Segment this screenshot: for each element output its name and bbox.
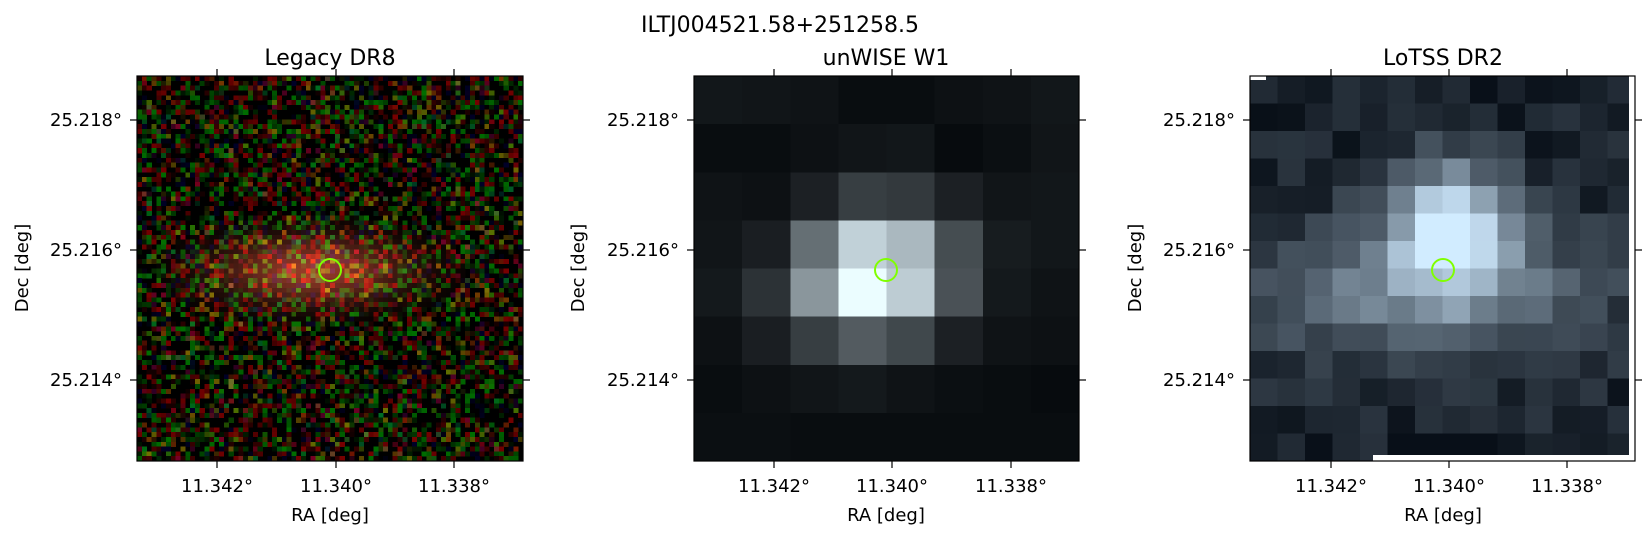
source-marker-circle (1431, 258, 1455, 282)
ytick-label: 25.216° (1163, 240, 1235, 261)
ytick-label: 25.216° (607, 240, 679, 261)
image-area (1250, 76, 1636, 462)
image-area (137, 76, 524, 462)
xtick-label: 11.338° (418, 476, 490, 497)
ytick-label: 25.218° (607, 110, 679, 131)
panel-title: LoTSS DR2 (1383, 46, 1503, 71)
xtick-label: 11.338° (975, 476, 1047, 497)
ytick-label: 25.214° (1163, 370, 1235, 391)
y-axis-label: Dec [deg] (12, 224, 33, 313)
x-axis-label: RA [deg] (1404, 505, 1482, 526)
xtick-label: 11.340° (300, 476, 372, 497)
ytick-label: 25.214° (607, 370, 679, 391)
x-axis-label: RA [deg] (847, 505, 925, 526)
panel-lotss-dr2: LoTSS DR2 25.218° 25.216° 25.214° 11.342… (1125, 46, 1642, 526)
ytick-label: 25.218° (50, 110, 122, 131)
xtick-label: 11.340° (856, 476, 928, 497)
image-area (694, 76, 1080, 462)
ticks (1243, 69, 1642, 468)
panel-title: Legacy DR8 (264, 46, 395, 71)
ytick-label: 25.218° (1163, 110, 1235, 131)
panel-unwise-w1: unWISE W1 25.218° 25.216° 25.214° 11.342… (568, 46, 1086, 526)
panel-title: unWISE W1 (823, 46, 950, 71)
x-axis-label: RA [deg] (291, 505, 369, 526)
y-axis-label: Dec [deg] (1125, 224, 1146, 313)
ticks (130, 69, 530, 468)
figure-title: ILTJ004521.58+251258.5 (641, 13, 919, 38)
axes-frame (136, 75, 524, 462)
xtick-label: 11.340° (1413, 476, 1485, 497)
source-marker-circle (318, 258, 342, 282)
ticks (687, 69, 1086, 468)
xtick-label: 11.338° (1531, 476, 1603, 497)
axes-frame (1249, 75, 1636, 462)
xtick-label: 11.342° (181, 476, 253, 497)
panel-legacy-dr8: Legacy DR8 25.218° 25.216° 25.214° 11.34… (12, 46, 530, 526)
ytick-label: 25.216° (50, 240, 122, 261)
xtick-label: 11.342° (1295, 476, 1367, 497)
y-axis-label: Dec [deg] (568, 224, 589, 313)
source-marker-circle (874, 258, 898, 282)
axes-frame (693, 75, 1080, 462)
ytick-label: 25.214° (50, 370, 122, 391)
xtick-label: 11.342° (738, 476, 810, 497)
